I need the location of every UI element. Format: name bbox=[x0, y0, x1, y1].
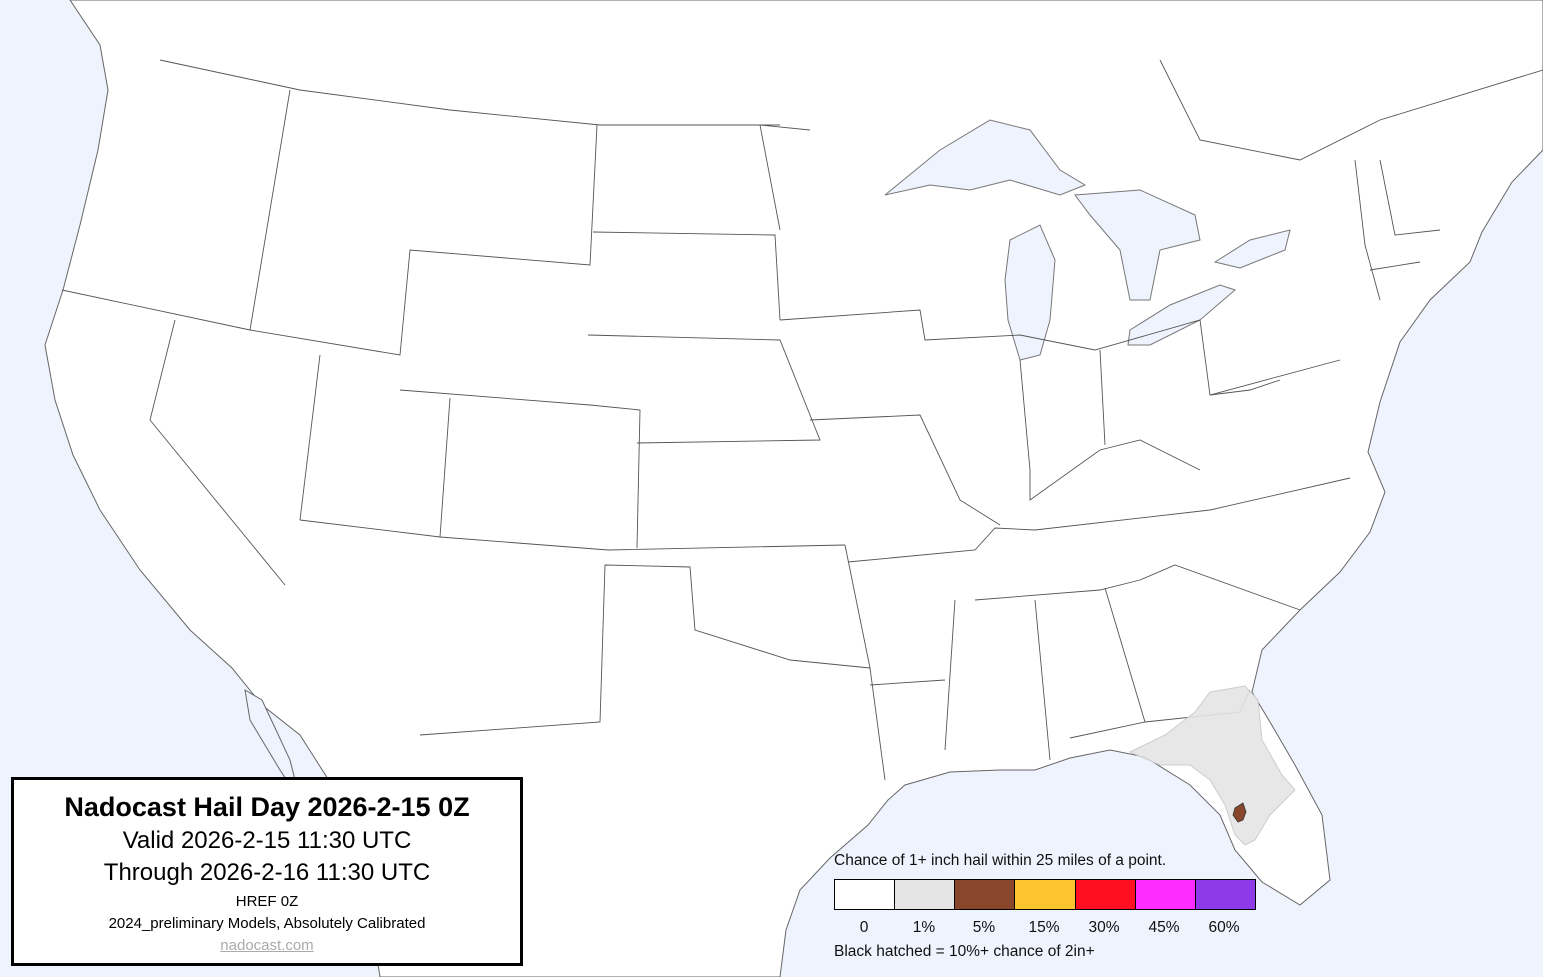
legend-label: 30% bbox=[1088, 919, 1120, 936]
legend-label: 0 bbox=[859, 919, 869, 936]
legend-caption: Chance of 1+ inch hail within 25 miles o… bbox=[834, 852, 1167, 869]
title-box: Nadocast Hail Day 2026-2-15 0Z Valid 202… bbox=[11, 777, 523, 966]
swatch-0 bbox=[835, 880, 896, 909]
legend-label: 60% bbox=[1208, 919, 1240, 936]
forecast-area-1pct bbox=[1128, 685, 1296, 846]
legend-label: 1% bbox=[912, 919, 936, 936]
swatch-60pct bbox=[1195, 880, 1255, 909]
swatch-1pct bbox=[895, 880, 956, 909]
swatch-45pct bbox=[1135, 880, 1196, 909]
color-scale bbox=[834, 879, 1256, 910]
through-time: Through 2026-2-16 11:30 UTC bbox=[103, 859, 431, 886]
valid-time: Valid 2026-2-15 11:30 UTC bbox=[122, 827, 412, 854]
forecast-area-5pct bbox=[1232, 802, 1247, 823]
legend-label: 15% bbox=[1028, 919, 1060, 936]
map-title: Nadocast Hail Day 2026-2-15 0Z bbox=[64, 792, 470, 822]
state-borders bbox=[61, 59, 1543, 781]
great-lakes bbox=[884, 119, 1291, 361]
legend: Chance of 1+ inch hail within 25 miles o… bbox=[834, 852, 1256, 961]
swatch-15pct bbox=[1015, 880, 1076, 909]
lake-ontario bbox=[1213, 229, 1291, 269]
nadocast-link[interactable]: nadocast.com bbox=[220, 937, 314, 954]
lake-huron bbox=[1074, 189, 1201, 301]
calibration-label: 2024_preliminary Models, Absolutely Cali… bbox=[108, 915, 426, 932]
legend-label: 5% bbox=[972, 919, 996, 936]
lake-superior bbox=[884, 119, 1087, 196]
hatch-note: Black hatched = 10%+ chance of 2in+ bbox=[834, 943, 1095, 960]
lake-michigan bbox=[1004, 224, 1056, 361]
lake-erie bbox=[1127, 284, 1236, 346]
swatch-30pct bbox=[1075, 880, 1136, 909]
legend-label: 45% bbox=[1148, 919, 1180, 936]
swatch-5pct bbox=[955, 880, 1016, 909]
model-label: HREF 0Z bbox=[235, 893, 299, 910]
